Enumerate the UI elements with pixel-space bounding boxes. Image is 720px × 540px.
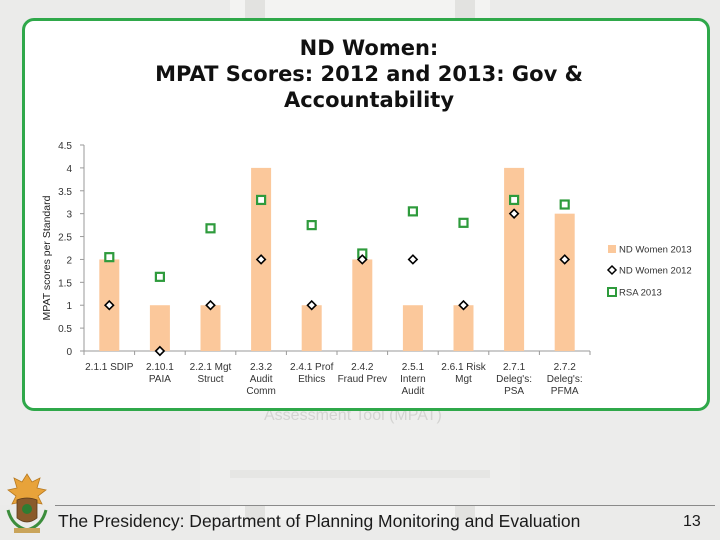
point-nd-women-2012 bbox=[205, 299, 216, 311]
y-tick-label: 2.5 bbox=[58, 233, 72, 244]
chart-title-line-3: Accountability bbox=[283, 88, 455, 112]
point-rsa-2013 bbox=[306, 220, 317, 231]
x-category-label: 2.7.1 bbox=[503, 362, 526, 373]
point-nd-women-2012 bbox=[559, 254, 571, 265]
bar-nd-women-2013 bbox=[352, 259, 373, 351]
x-category-label: Deleg's: bbox=[547, 374, 583, 385]
point-nd-women-2012 bbox=[154, 345, 166, 357]
y-axis-label: MPAT scores per Standard bbox=[41, 195, 53, 320]
x-category-label: Intern bbox=[400, 374, 426, 385]
y-tick-label: 0.5 bbox=[58, 324, 72, 335]
x-category-label: 2.10.1 bbox=[146, 362, 174, 373]
background-caption: Assessment Tool (MPAT) bbox=[264, 407, 442, 424]
point-rsa-2013 bbox=[458, 217, 469, 228]
x-category-label: Comm bbox=[246, 386, 275, 397]
point-nd-women-2012 bbox=[103, 299, 115, 311]
chart-panel: ND Women: MPAT Scores: 2012 and 2013: Go… bbox=[22, 18, 710, 411]
bar-nd-women-2013 bbox=[200, 305, 221, 351]
x-category-label: Ethics bbox=[298, 374, 325, 385]
coat-of-arms-logo bbox=[6, 473, 48, 533]
legend-swatch-nd-women-2012 bbox=[606, 264, 618, 276]
footer-text: The Presidency: Department of Planning M… bbox=[58, 511, 581, 531]
point-rsa-2013 bbox=[509, 194, 520, 206]
x-category-label: Struct bbox=[197, 374, 223, 385]
x-category-label: Mgt bbox=[455, 374, 472, 385]
chart-title: ND Women: MPAT Scores: 2012 and 2013: Go… bbox=[25, 35, 713, 113]
y-tick-label: 1.5 bbox=[58, 278, 72, 289]
point-nd-women-2012 bbox=[407, 254, 419, 265]
point-nd-women-2012 bbox=[508, 208, 520, 219]
y-tick-label: 2 bbox=[66, 255, 72, 266]
legend-swatch-rsa-2013 bbox=[607, 287, 617, 297]
x-category-label: 2.4.1 Prof bbox=[290, 362, 334, 373]
point-rsa-2013 bbox=[256, 194, 267, 206]
x-category-label: PSA bbox=[504, 386, 524, 397]
point-nd-women-2012 bbox=[255, 254, 267, 265]
bar-nd-women-2013 bbox=[402, 305, 423, 351]
x-category-label: 2.4.2 bbox=[351, 362, 374, 373]
legend-label-nd-women-2012: ND Women 2012 bbox=[619, 266, 692, 277]
x-category-label: 2.6.1 Risk bbox=[441, 362, 486, 373]
y-tick-label: 3.5 bbox=[58, 187, 72, 198]
legend-label-rsa-2013: RSA 2013 bbox=[619, 288, 662, 299]
chart-title-line-2: MPAT Scores: 2012 and 2013: Gov & bbox=[155, 62, 583, 86]
x-category-label: PFMA bbox=[551, 386, 579, 397]
x-category-label: Fraud Prev bbox=[338, 374, 387, 385]
bar-nd-women-2013 bbox=[149, 305, 170, 351]
x-category-label: 2.7.2 bbox=[554, 362, 577, 373]
x-category-label: Deleg's: bbox=[496, 374, 532, 385]
chart-title-line-1: ND Women: bbox=[299, 36, 439, 60]
point-rsa-2013 bbox=[559, 199, 570, 210]
point-rsa-2013 bbox=[104, 252, 115, 263]
bar-nd-women-2013 bbox=[554, 213, 575, 351]
point-rsa-2013 bbox=[205, 223, 216, 234]
bar-nd-women-2013 bbox=[301, 305, 322, 351]
x-category-label: 2.2.1 Mgt bbox=[190, 362, 232, 373]
point-nd-women-2012 bbox=[458, 299, 469, 311]
y-tick-label: 0 bbox=[66, 347, 72, 358]
point-nd-women-2012 bbox=[306, 299, 318, 311]
point-rsa-2013 bbox=[154, 271, 165, 282]
x-category-label: 2.5.1 bbox=[402, 362, 425, 373]
bar-nd-women-2013 bbox=[453, 305, 474, 351]
legend-label-nd-women-2013: ND Women 2013 bbox=[619, 245, 692, 256]
page-number: 13 bbox=[683, 513, 701, 530]
x-category-label: 2.3.2 bbox=[250, 362, 273, 373]
y-tick-label: 4.5 bbox=[58, 141, 72, 152]
y-tick-label: 1 bbox=[66, 301, 72, 312]
y-tick-label: 3 bbox=[66, 210, 72, 221]
footer-divider bbox=[55, 505, 715, 506]
x-category-label: Audit bbox=[402, 386, 425, 397]
legend-swatch-nd-women-2013 bbox=[608, 245, 616, 253]
x-category-label: 2.1.1 SDIP bbox=[85, 362, 134, 373]
x-category-label: Audit bbox=[250, 374, 273, 385]
point-nd-women-2012 bbox=[356, 254, 368, 265]
point-rsa-2013 bbox=[407, 206, 418, 217]
y-tick-label: 4 bbox=[66, 164, 72, 175]
x-category-label: PAIA bbox=[149, 374, 171, 385]
